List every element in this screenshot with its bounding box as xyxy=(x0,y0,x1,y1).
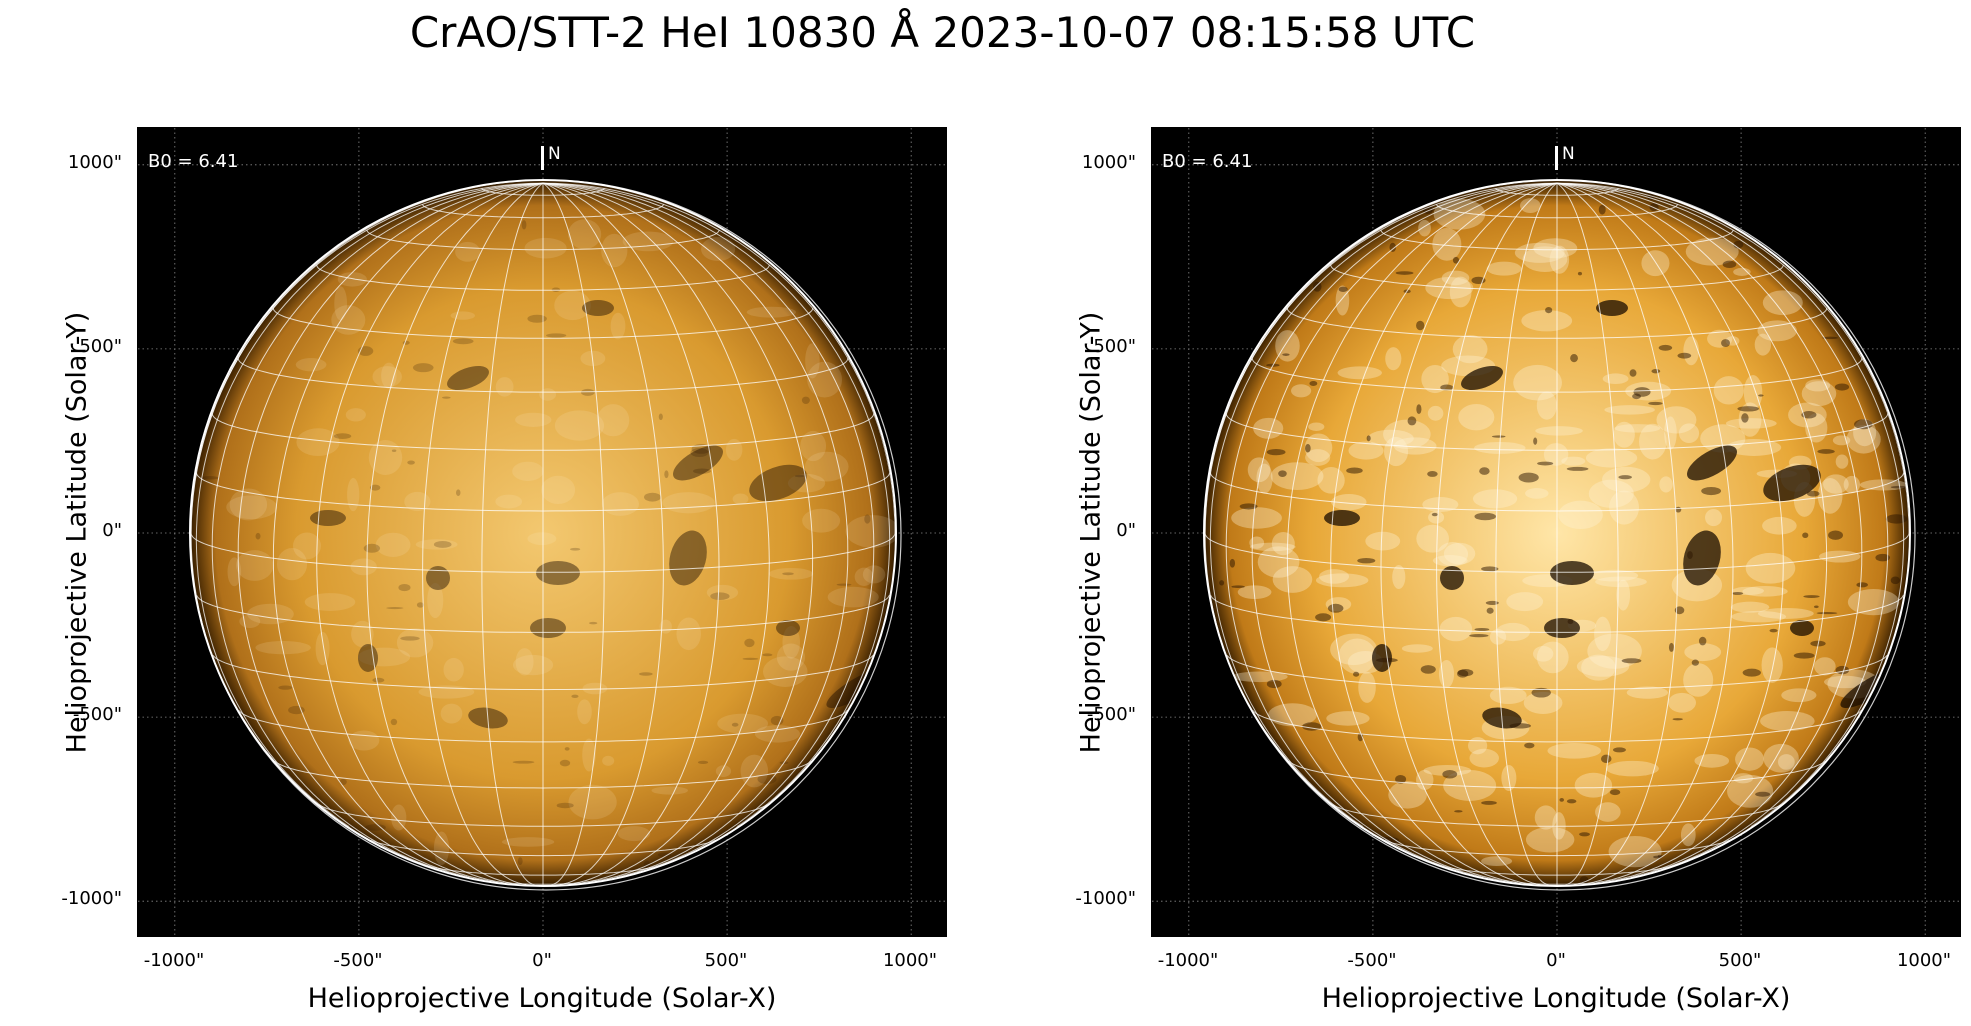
y-tick-label: -500" xyxy=(72,704,122,725)
y-tick-label: -1000" xyxy=(61,888,122,909)
y-tick-label: 500" xyxy=(79,336,122,357)
dark-filament xyxy=(1687,445,1737,481)
x-tick-label: -500" xyxy=(333,950,383,971)
y-tick-label: 0" xyxy=(1116,520,1136,541)
north-label: N xyxy=(1562,144,1575,164)
x-tick-label: 0" xyxy=(532,950,552,971)
x-tick-label: -500" xyxy=(1347,950,1397,971)
dark-filament xyxy=(1324,510,1360,526)
dark-filament xyxy=(426,566,450,590)
disk-texture xyxy=(1219,183,1909,884)
x-tick-label: 1000" xyxy=(882,950,938,971)
x-tick-label: -1000" xyxy=(143,950,205,971)
solar-disk-image-left xyxy=(138,128,948,938)
figure-title: CrAO/STT-2 HeI 10830 Å 2023-10-07 08:15:… xyxy=(409,8,1476,57)
dark-filament xyxy=(1907,428,1909,488)
dark-filament xyxy=(1763,464,1821,502)
x-tick-label: 500" xyxy=(1718,950,1762,971)
north-indicator xyxy=(541,146,544,170)
solar-image-panel-left: B0 = 6.41 N Helioprojective Latitude (So… xyxy=(61,127,948,1014)
image-frame-right[interactable]: B0 = 6.41 N xyxy=(1151,127,1962,938)
dark-filament xyxy=(673,445,723,481)
dark-filament xyxy=(1790,620,1814,636)
x-tick-label: 1000" xyxy=(1896,950,1952,971)
x-axis-label: Helioprojective Longitude (Solar-X) xyxy=(307,983,777,1014)
dark-filament xyxy=(358,644,378,672)
y-tick-label: 1000" xyxy=(1081,152,1136,173)
dark-filament xyxy=(669,530,707,586)
x-tick-label: -1000" xyxy=(1157,950,1219,971)
x-tick-label: 0" xyxy=(1546,950,1566,971)
dark-filament xyxy=(1440,566,1464,590)
dark-filament xyxy=(1461,365,1503,391)
dark-filament xyxy=(1372,644,1392,672)
limb-circle xyxy=(1204,179,1916,891)
dark-filament xyxy=(536,561,580,585)
dark-filament xyxy=(582,300,614,316)
dark-filament xyxy=(1596,300,1628,316)
dark-filament xyxy=(1683,530,1721,586)
north-label: N xyxy=(548,144,561,164)
dark-filament xyxy=(1550,561,1594,585)
y-tick-label: 1000" xyxy=(67,152,122,173)
dark-filament xyxy=(310,510,346,526)
image-frame-left[interactable]: B0 = 6.41 N xyxy=(137,127,948,938)
y-tick-label: 0" xyxy=(102,520,122,541)
heliographic-grid xyxy=(1205,182,1909,885)
limb-circle xyxy=(190,179,902,891)
x-tick-label: 500" xyxy=(704,950,748,971)
dark-filament xyxy=(749,464,807,502)
north-indicator xyxy=(1555,146,1558,170)
y-tick-label: 500" xyxy=(1093,336,1136,357)
b0-annotation: B0 = 6.41 xyxy=(148,151,239,172)
solar-disk-image-right xyxy=(1152,128,1962,938)
dark-filament xyxy=(776,620,800,636)
dark-filament xyxy=(893,428,895,488)
b0-annotation: B0 = 6.41 xyxy=(1162,151,1253,172)
dark-filament xyxy=(447,365,489,391)
dark-filament xyxy=(530,618,566,638)
dark-filament xyxy=(1544,618,1580,638)
x-axis-label: Helioprojective Longitude (Solar-X) xyxy=(1321,983,1791,1014)
y-tick-label: -1000" xyxy=(1075,888,1136,909)
solar-image-panel-right: B0 = 6.41 N Helioprojective Latitude (So… xyxy=(1075,127,1962,1014)
y-tick-label: -500" xyxy=(1086,704,1136,725)
heliographic-grid xyxy=(191,182,895,885)
